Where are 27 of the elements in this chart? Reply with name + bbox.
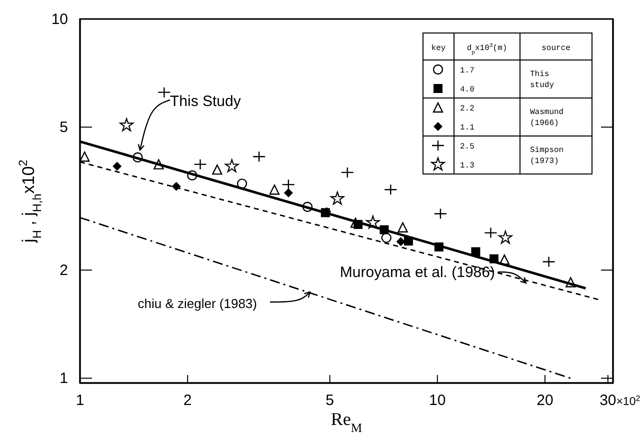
series-label: chiu & ziegler (1983) bbox=[138, 296, 257, 311]
legend-label: 4.0 bbox=[460, 86, 475, 94]
legend-label: 2.5 bbox=[460, 142, 475, 152]
legend-label: 1.1 bbox=[460, 124, 475, 132]
y-tick-label: 1 bbox=[60, 370, 68, 388]
legend-label: 1.7 bbox=[460, 66, 475, 76]
legend-label: 1.3 bbox=[460, 162, 475, 170]
legend-label: 2.2 bbox=[460, 104, 475, 114]
annotation: d$_{p}$x10$^{3}$(m) bbox=[466, 42, 508, 56]
legend-title: key bbox=[431, 44, 446, 53]
y-tick-label: 5 bbox=[60, 119, 68, 136]
series-label: Muroyama et al. (1986) bbox=[340, 264, 495, 281]
annotation: This study bbox=[530, 70, 554, 90]
annotation: Simpson (1973) bbox=[530, 146, 564, 166]
x-tick-label: 10 bbox=[429, 392, 446, 409]
x-tick-label: 20 bbox=[536, 392, 554, 409]
x-tick-label: 30 bbox=[600, 392, 616, 409]
x-axis-title: Re$_{M}$ bbox=[330, 409, 362, 434]
x-tick-label: 1 bbox=[76, 392, 84, 409]
y-tick-label: 10 bbox=[51, 11, 68, 28]
annotation: source bbox=[542, 44, 571, 53]
y-tick-label: 2 bbox=[60, 262, 68, 280]
x-tick-label: 2 bbox=[183, 392, 192, 409]
text: ×10$^{2}$ bbox=[616, 394, 641, 408]
annotation: Wasmund (1966) bbox=[530, 108, 564, 128]
x-tick-label: 5 bbox=[326, 392, 334, 409]
text: This Study bbox=[170, 93, 242, 110]
